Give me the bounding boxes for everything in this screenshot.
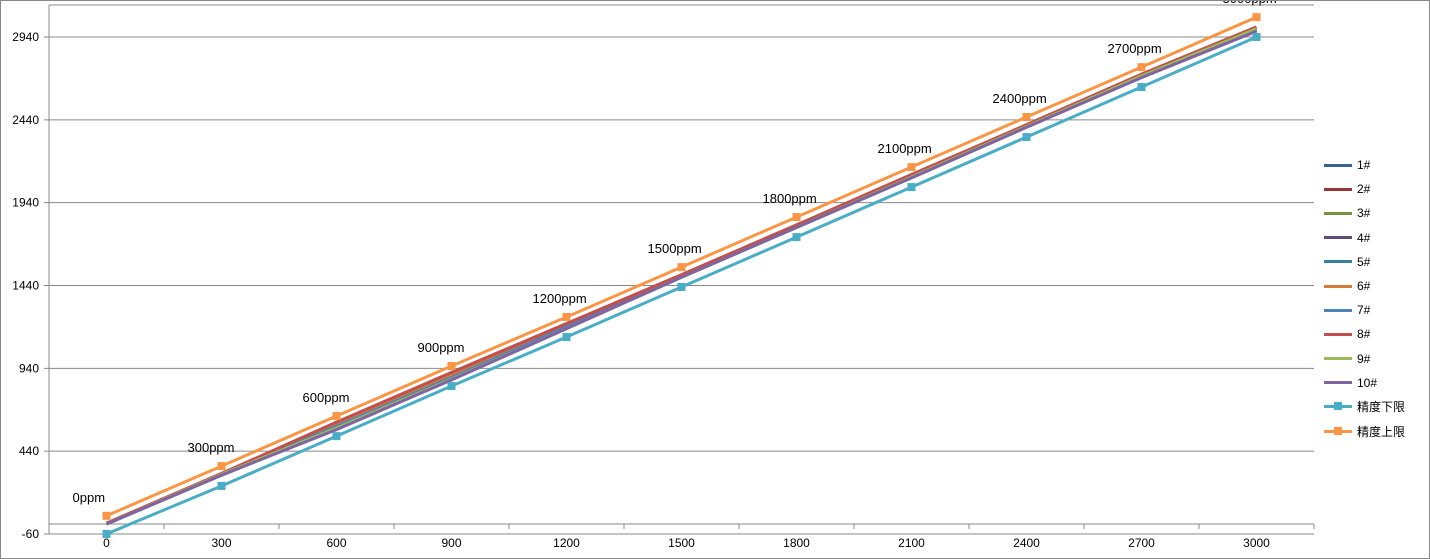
series-line-8# [105, 25, 1258, 525]
legend-item: 9# [1324, 347, 1405, 371]
data-point-marker [792, 233, 801, 242]
legend-label: 10# [1357, 375, 1378, 390]
data-label: 0ppm [73, 490, 106, 505]
legend-item: 4# [1324, 226, 1405, 250]
legend-swatch [1324, 284, 1352, 288]
legend-label: 9# [1357, 351, 1371, 366]
legend-item: 10# [1324, 371, 1405, 395]
legend-swatch [1324, 308, 1352, 312]
legend-label: 精度上限 [1357, 424, 1406, 439]
legend-label: 5# [1357, 254, 1371, 269]
legend-item: 精度上限 [1324, 419, 1405, 443]
data-point-marker [562, 333, 571, 342]
legend-item: 精度下限 [1324, 395, 1405, 419]
y-tick-label: 1940 [12, 196, 39, 210]
legend: 1# 2# 3# 4# 5# 6# 7# 8# 9# 10# 精度下限精度上限 [1324, 153, 1405, 443]
y-tick-label: 2940 [12, 30, 39, 44]
data-point-marker [447, 382, 456, 391]
data-point-marker [677, 282, 686, 291]
legend-swatch [1324, 260, 1352, 264]
data-label: 900ppm [418, 340, 465, 355]
legend-label: 8# [1357, 327, 1371, 342]
x-tick-label: 2100 [898, 536, 925, 550]
data-point-marker [1137, 63, 1146, 72]
data-point-marker [447, 362, 456, 371]
data-point-marker [332, 412, 341, 421]
data-point-marker [1252, 33, 1261, 41]
legend-label: 6# [1357, 279, 1371, 294]
legend-swatch [1324, 163, 1352, 167]
legend-label: 1# [1357, 158, 1371, 173]
y-tick-label: 440 [19, 444, 39, 458]
legend-swatch [1324, 332, 1352, 336]
data-point-marker [1022, 113, 1031, 122]
x-tick-label: 1500 [668, 536, 695, 550]
data-label: 3000ppm [1223, 1, 1277, 6]
x-tick-label: 1800 [783, 536, 810, 550]
data-point-marker [562, 312, 571, 321]
y-tick-label: -60 [22, 527, 40, 541]
legend-swatch [1324, 187, 1352, 191]
data-label: 1800ppm [763, 191, 817, 206]
x-tick-label: 2400 [1013, 536, 1040, 550]
y-tick-label: 2440 [12, 113, 39, 127]
x-tick-label: 900 [441, 536, 461, 550]
legend-item: 7# [1324, 298, 1405, 322]
x-tick-label: 0 [103, 536, 110, 550]
legend-item: 3# [1324, 201, 1405, 225]
legend-item: 6# [1324, 274, 1405, 298]
data-point-marker [102, 511, 111, 520]
x-tick-label: 2700 [1128, 536, 1155, 550]
data-point-marker [792, 213, 801, 222]
data-point-marker [907, 163, 916, 172]
legend-item: 1# [1324, 153, 1405, 177]
y-tick-label: 1440 [12, 279, 39, 293]
legend-label: 7# [1357, 303, 1371, 318]
y-tick-label: 940 [19, 361, 39, 375]
legend-label: 4# [1357, 230, 1371, 245]
data-point-marker [677, 263, 686, 272]
data-point-marker [907, 183, 916, 192]
data-label: 2700ppm [1108, 41, 1162, 56]
data-label: 1500ppm [648, 241, 702, 256]
legend-swatch [1324, 426, 1352, 435]
data-label: 2100ppm [878, 141, 932, 156]
x-tick-label: 300 [211, 536, 231, 550]
legend-swatch [1324, 236, 1352, 240]
legend-swatch [1324, 357, 1352, 361]
data-point-marker [332, 432, 341, 441]
data-point-marker [1022, 133, 1031, 142]
data-point-marker [217, 462, 226, 471]
data-point-marker [1137, 83, 1146, 92]
legend-label: 3# [1357, 206, 1371, 221]
data-label: 2400ppm [993, 91, 1047, 106]
data-label: 300ppm [188, 440, 235, 455]
legend-swatch [1324, 402, 1352, 411]
data-point-marker [102, 530, 111, 538]
legend-item: 5# [1324, 250, 1405, 274]
legend-label: 2# [1357, 182, 1371, 197]
legend-label: 精度下限 [1357, 400, 1406, 415]
x-tick-label: 1200 [553, 536, 580, 550]
data-point-marker [1252, 13, 1261, 22]
legend-item: 8# [1324, 322, 1405, 346]
legend-swatch [1324, 211, 1352, 215]
data-label: 1200ppm [533, 291, 587, 306]
x-tick-label: 600 [326, 536, 346, 550]
legend-item: 2# [1324, 177, 1405, 201]
legend-swatch [1324, 381, 1352, 385]
series-line-10# [105, 29, 1258, 526]
x-tick-label: 3000 [1243, 536, 1270, 550]
data-point-marker [217, 481, 226, 490]
data-label: 600ppm [303, 390, 350, 405]
